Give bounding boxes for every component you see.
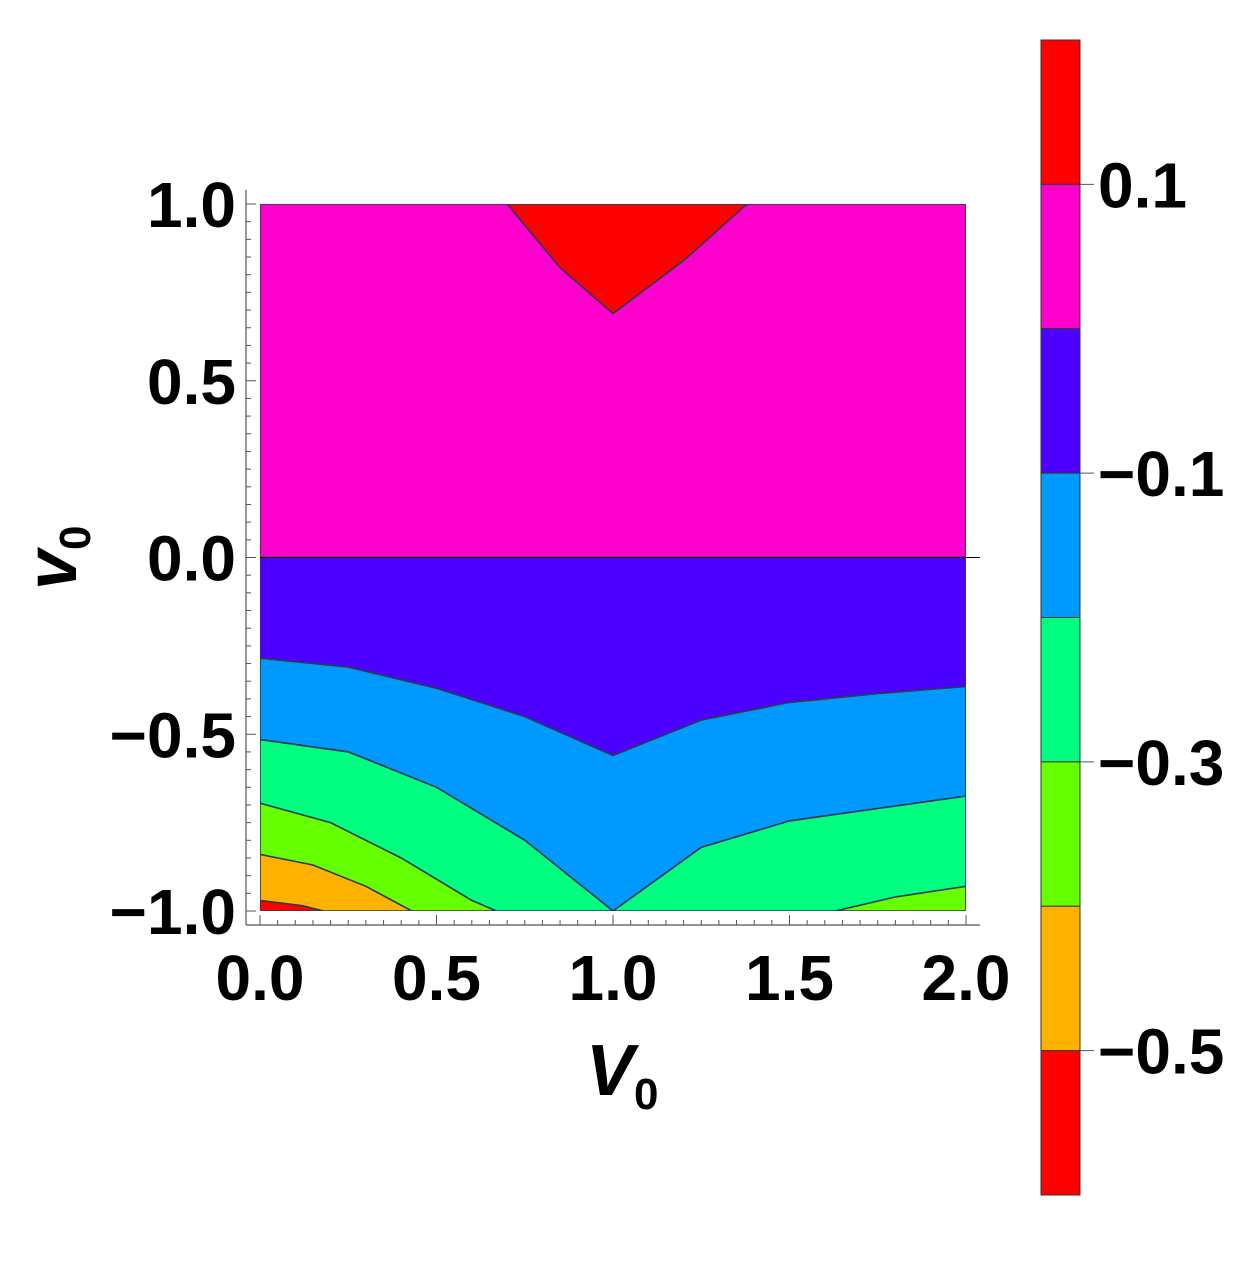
y-tick-label: −1.0 [110, 876, 236, 948]
colorbar-tick-label: −0.3 [1098, 727, 1224, 799]
plot-axes: 0.0 0.5 1.0 1.5 2.0 1.0 0.5 0.0 −0.5 −1.0 [110, 169, 1011, 1014]
y-axis-label: v0 [12, 525, 100, 590]
y-tick-label: 0.0 [147, 523, 236, 595]
y-tick-label: 0.5 [147, 346, 236, 418]
colorbar-band [1040, 761, 1081, 907]
x-tick-label: 0.5 [392, 942, 481, 1014]
colorbar-band [1040, 183, 1081, 330]
colorbar-band [1040, 905, 1081, 1052]
colorbar-band [1040, 328, 1081, 474]
colorbar: 0.1 −0.1 −0.3 −0.5 [1040, 39, 1224, 1196]
region-minus-0.5-to-minus-0.4 [260, 853, 413, 911]
region-below-minus-0.5 [260, 899, 324, 911]
x-tick-label: 1.0 [569, 942, 658, 1014]
colorbar-tick-label: −0.1 [1098, 438, 1224, 510]
x-tick-label: 2.0 [922, 942, 1011, 1014]
colorbar-band [1040, 1050, 1081, 1196]
colorbar-tick-label: −0.5 [1098, 1016, 1224, 1088]
y-tick-label: −0.5 [110, 699, 236, 771]
contour-regions [260, 204, 966, 911]
colorbar-tick-label: 0.1 [1098, 149, 1187, 221]
region-minus-0.4-to-minus-0.3-right [835, 885, 966, 911]
x-tick-label: 1.5 [745, 942, 834, 1014]
region-above-0.1 [506, 204, 749, 315]
y-tick-label: 1.0 [147, 169, 236, 241]
colorbar-band [1040, 39, 1081, 185]
axis-labels: V0 v0 [12, 525, 659, 1119]
region-minus-0.3-to-minus-0.2 [260, 738, 966, 911]
colorbar-band [1040, 617, 1081, 763]
x-tick-label: 0.0 [216, 942, 305, 1014]
colorbar-band [1040, 472, 1081, 618]
x-axis-label: V0 [586, 1031, 659, 1119]
